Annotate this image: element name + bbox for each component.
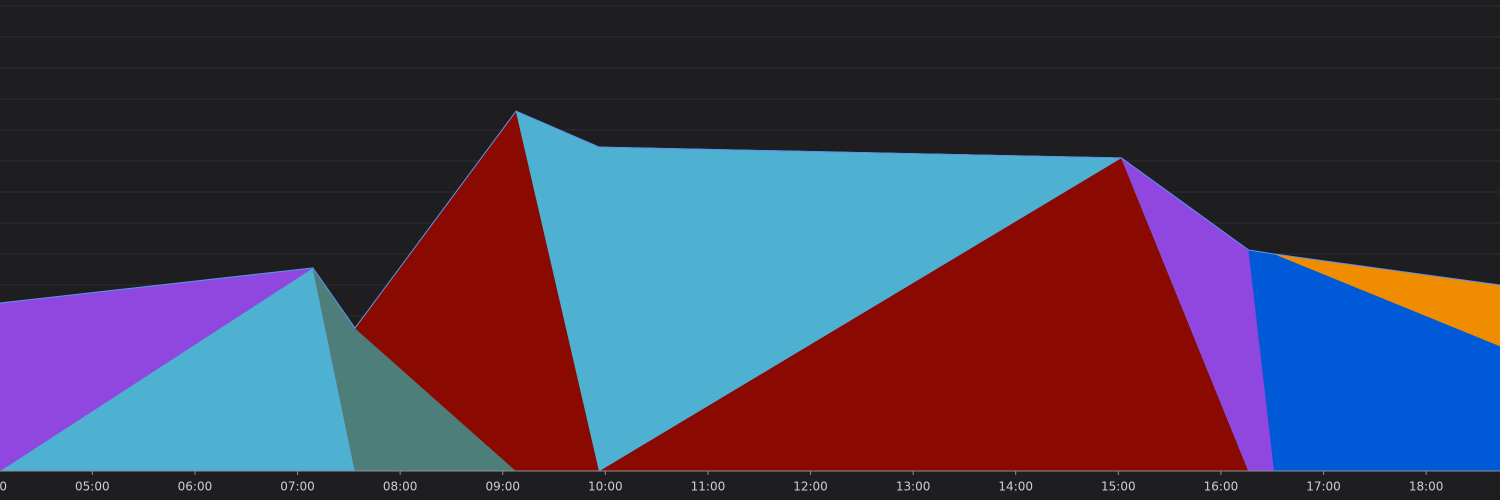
x-tick-label: 06:00 <box>178 480 213 494</box>
x-tick-label: 14:00 <box>998 480 1033 494</box>
x-tick-label: 10:00 <box>588 480 623 494</box>
x-tick-label: 12:00 <box>793 480 828 494</box>
x-tick-label: 05:00 <box>75 480 110 494</box>
x-tick-label: 16:00 <box>1204 480 1239 494</box>
x-tick-label: 18:00 <box>1409 480 1444 494</box>
envelope-line <box>0 110 1500 329</box>
x-tick-label: 08:00 <box>383 480 418 494</box>
x-tick-label: 04:00 <box>0 480 7 494</box>
x-tick-label: 09:00 <box>485 480 520 494</box>
x-tick-label: 13:00 <box>896 480 931 494</box>
x-tick-label: 15:00 <box>1101 480 1136 494</box>
x-tick-label: 11:00 <box>691 480 726 494</box>
x-tick-label: 07:00 <box>280 480 315 494</box>
x-tick-label: 17:00 <box>1306 480 1341 494</box>
